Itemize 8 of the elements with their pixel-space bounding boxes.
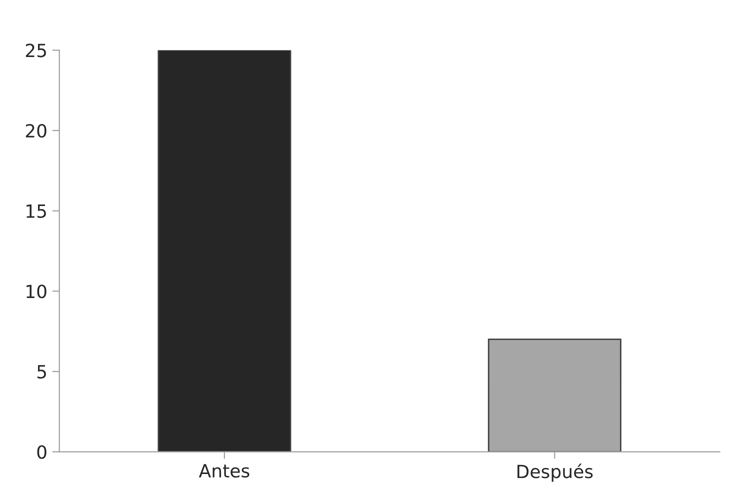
x-tick-label: Después — [517, 464, 593, 482]
x-tick-label: Antes — [198, 464, 250, 478]
y-tick-label: 25 — [26, 44, 46, 58]
y-tick-label: 20 — [26, 124, 46, 138]
y-tick-label: 5 — [37, 365, 46, 379]
y-tick-label: 15 — [26, 204, 46, 218]
y-tick-label: 0 — [37, 445, 46, 459]
y-tick-label: 10 — [26, 284, 46, 298]
